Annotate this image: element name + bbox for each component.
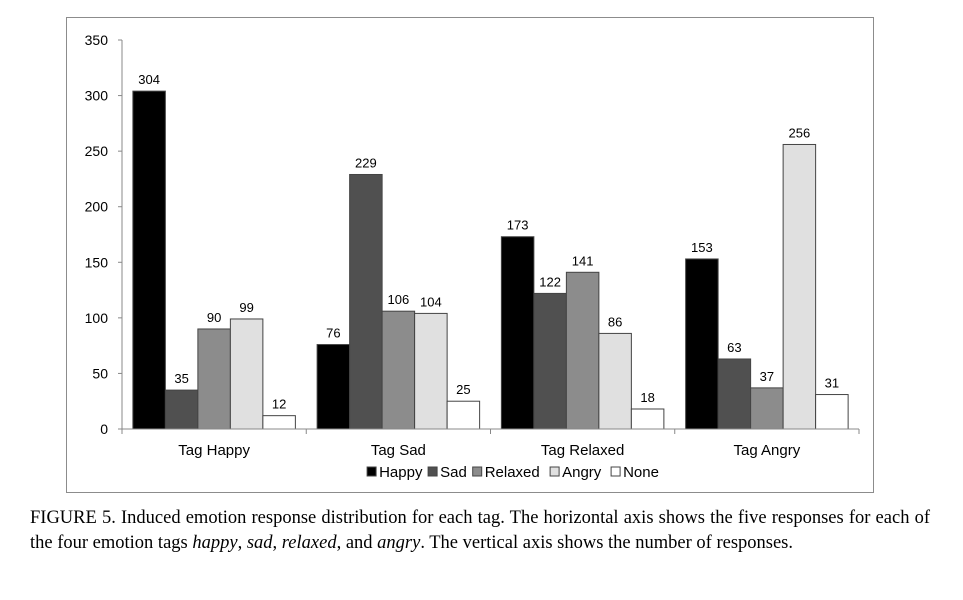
data-label: 122: [539, 274, 561, 289]
y-tick-label: 350: [85, 32, 109, 48]
bar-happy: [316, 344, 351, 430]
data-label: 229: [355, 155, 377, 170]
data-label: 141: [572, 253, 594, 268]
caption-sep: ,: [272, 533, 282, 553]
x-tick-label: Tag Relaxed: [541, 442, 624, 459]
bar-chart: 0 50 100 150 200 250 300 350 304 35 90 99 12 76 229 10…: [85, 32, 860, 481]
data-label: 304: [138, 72, 160, 87]
bar-relaxed: [750, 387, 784, 430]
caption-happy: happy: [192, 533, 238, 553]
bar-relaxed: [197, 328, 231, 430]
data-label: 63: [727, 340, 741, 355]
legend-label-none: None: [623, 464, 659, 481]
x-axis: Tag Happy Tag Sad Tag Relaxed Tag Angry: [121, 428, 860, 459]
bar-relaxed: [381, 310, 416, 430]
data-label: 12: [272, 397, 286, 412]
data-label: 31: [825, 376, 839, 391]
data-label: 25: [456, 382, 470, 397]
data-label: 256: [789, 125, 811, 140]
data-label: 153: [691, 240, 713, 255]
x-tick-label: Tag Happy: [178, 442, 250, 459]
legend-swatch-relaxed: [472, 466, 483, 477]
caption-sad: sad: [246, 533, 273, 553]
data-label: 18: [640, 390, 654, 405]
caption-line2-suffix: . The vertical axis shows the: [420, 533, 631, 553]
bar-happy: [132, 90, 166, 430]
legend-swatch-none: [610, 466, 621, 477]
legend-swatch-happy: [366, 466, 377, 477]
bar-sad: [349, 173, 383, 430]
legend: Happy Sad Relaxed Angry None: [366, 464, 659, 481]
bar-none: [630, 408, 665, 430]
y-tick-label: 50: [92, 365, 108, 381]
legend-label-relaxed: Relaxed: [485, 464, 540, 481]
bar-none: [815, 394, 849, 430]
bar-sad: [717, 358, 752, 430]
legend-swatch-angry: [549, 466, 560, 477]
bar-angry: [598, 332, 632, 430]
data-label: 35: [174, 371, 188, 386]
caption-sep: ,: [237, 533, 247, 553]
y-tick-label: 250: [85, 143, 109, 159]
legend-swatch-sad: [427, 466, 438, 477]
y-tick-label: 100: [85, 310, 109, 326]
chart-frame: 0 50 100 150 200 250 300 350 304 35 90 99 12 76 229 10…: [66, 17, 874, 493]
data-label: 104: [420, 294, 442, 309]
bar-angry: [229, 318, 264, 430]
y-tick-label: 150: [85, 254, 109, 270]
bar-none: [262, 415, 296, 430]
y-tick-label: 200: [85, 199, 109, 215]
legend-label-sad: Sad: [440, 464, 467, 481]
bar-happy: [685, 258, 719, 430]
bar-sad: [164, 389, 199, 430]
data-labels: 304 35 90 99 12 76 229 106 104 25 173 122 141 86 18 153…: [138, 72, 839, 412]
y-tick-label: 0: [100, 421, 108, 437]
data-label: 99: [239, 300, 253, 315]
bar-none: [446, 400, 481, 430]
data-label: 86: [608, 314, 622, 329]
data-label: 90: [207, 310, 221, 325]
data-label: 106: [388, 292, 410, 307]
caption-relaxed: relaxed: [281, 533, 337, 553]
caption-sep: , and: [336, 533, 378, 553]
data-label: 173: [507, 218, 529, 233]
data-label: 76: [326, 326, 340, 341]
bar-sad: [533, 292, 567, 430]
bars: [132, 90, 849, 430]
y-tick-label: 300: [85, 88, 109, 104]
caption-line3: number of responses.: [635, 533, 794, 553]
caption-line1: FIGURE 5. Induced emotion response distr…: [30, 508, 767, 528]
caption-angry: angry: [377, 533, 421, 553]
bar-happy: [500, 236, 535, 430]
caption-line2-prefix: responses for each of the four emotion t…: [30, 508, 931, 553]
figure-caption: FIGURE 5. Induced emotion response distr…: [30, 506, 930, 556]
y-axis: 0 50 100 150 200 250 300 350: [85, 32, 123, 437]
x-tick-label: Tag Sad: [371, 442, 426, 459]
legend-label-happy: Happy: [379, 464, 423, 481]
legend-label-angry: Angry: [562, 464, 602, 481]
bar-angry: [414, 312, 448, 430]
bar-angry: [782, 143, 817, 430]
data-label: 37: [760, 369, 774, 384]
bar-relaxed: [565, 271, 600, 430]
x-tick-label: Tag Angry: [734, 442, 801, 459]
